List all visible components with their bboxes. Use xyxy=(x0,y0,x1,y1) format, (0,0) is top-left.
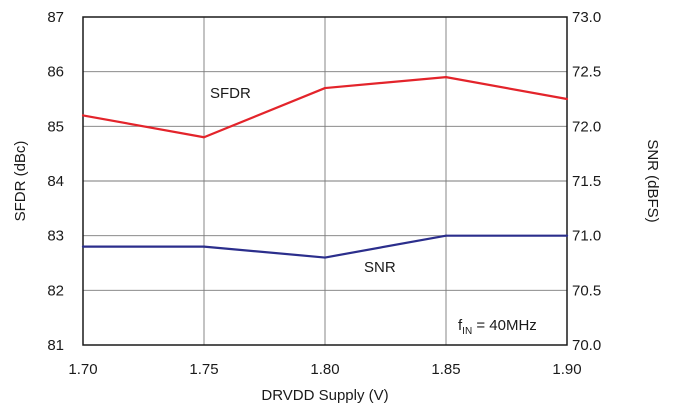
series-label-snr: SNR xyxy=(364,259,396,276)
y-tick-right: 71.5 xyxy=(572,173,601,190)
y-tick-right: 70.0 xyxy=(572,337,601,354)
x-axis-label: DRVDD Supply (V) xyxy=(261,387,388,404)
grid xyxy=(83,17,567,345)
data-point-sfdr xyxy=(323,86,327,90)
y-tick-left: 83 xyxy=(47,228,64,245)
series-layer xyxy=(81,76,569,259)
series-label-sfdr: SFDR xyxy=(210,85,251,102)
y-tick-left: 82 xyxy=(47,282,64,299)
y-tick-right: 72.5 xyxy=(572,64,601,81)
annotation-box xyxy=(452,312,564,340)
left-axis-ticks: 81 82 83 84 85 86 87 xyxy=(47,9,64,354)
y-tick-left: 86 xyxy=(47,64,64,81)
data-point-snr xyxy=(323,256,327,259)
data-point-snr xyxy=(202,245,206,248)
right-axis-ticks: 70.0 70.5 71.0 71.5 72.0 72.5 73.0 xyxy=(572,9,601,354)
x-axis-ticks: 1.70 1.75 1.80 1.85 1.90 xyxy=(68,361,581,378)
data-point-sfdr xyxy=(444,76,448,79)
y-tick-left: 84 xyxy=(47,173,64,190)
x-tick: 1.70 xyxy=(68,361,97,378)
annotation-subscript: IN xyxy=(462,326,472,337)
data-point-sfdr xyxy=(81,114,85,117)
y-tick-right: 73.0 xyxy=(572,9,601,26)
data-point-snr xyxy=(444,234,448,237)
y-tick-right: 70.5 xyxy=(572,282,601,299)
y-tick-left: 85 xyxy=(47,118,64,135)
data-point-sfdr xyxy=(202,136,206,139)
annotation-fin: fIN = 40MHz xyxy=(458,317,537,337)
data-point-snr xyxy=(81,245,85,248)
x-tick: 1.90 xyxy=(552,361,581,378)
x-tick: 1.75 xyxy=(189,361,218,378)
x-tick: 1.80 xyxy=(310,361,339,378)
plot-frame xyxy=(82,16,568,346)
data-point-snr xyxy=(565,234,569,237)
y-tick-right: 72.0 xyxy=(572,118,601,135)
annotation-symbol: f xyxy=(458,317,463,334)
y-axis-label-left: SFDR (dBc) xyxy=(12,141,29,222)
data-point-sfdr xyxy=(565,97,569,101)
y-tick-right: 71.0 xyxy=(572,228,601,245)
y-tick-left: 87 xyxy=(47,9,64,26)
x-tick: 1.85 xyxy=(431,361,460,378)
annotation-value: = 40MHz xyxy=(472,317,537,334)
y-tick-left: 81 xyxy=(47,337,64,354)
y-axis-label-right: SNR (dBFS) xyxy=(644,139,661,222)
